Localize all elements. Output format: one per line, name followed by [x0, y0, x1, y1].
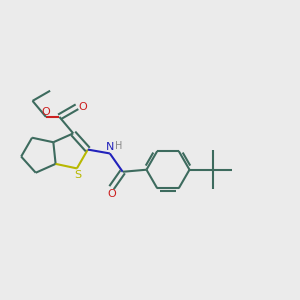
Text: H: H: [115, 141, 122, 151]
Text: S: S: [74, 170, 81, 180]
Text: N: N: [106, 142, 115, 152]
Text: O: O: [107, 189, 116, 199]
Text: O: O: [78, 102, 87, 112]
Text: O: O: [42, 106, 50, 116]
